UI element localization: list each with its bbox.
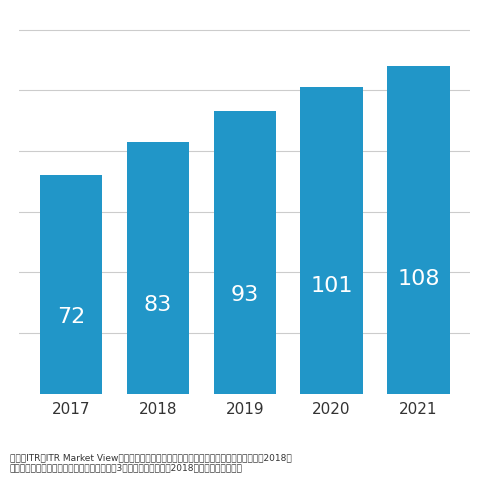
Text: 83: 83 [144, 296, 172, 315]
Text: 93: 93 [231, 285, 259, 305]
Text: 72: 72 [57, 307, 85, 327]
Bar [387, 66, 450, 394]
Text: 108: 108 [397, 269, 440, 289]
Text: 101: 101 [310, 276, 353, 296]
Bar [127, 142, 189, 394]
Bar [300, 87, 363, 394]
Bar [214, 111, 276, 394]
Text: 出典：ITR『ITR Market View：サイバー・セキュリティ・コンサルティング・サービス庂2018』
国内の主要ベンダーの売上金額を対象とし、3月期ベー: 出典：ITR『ITR Market View：サイバー・セキュリティ・コンサルテ… [10, 454, 291, 473]
Bar [40, 175, 103, 394]
